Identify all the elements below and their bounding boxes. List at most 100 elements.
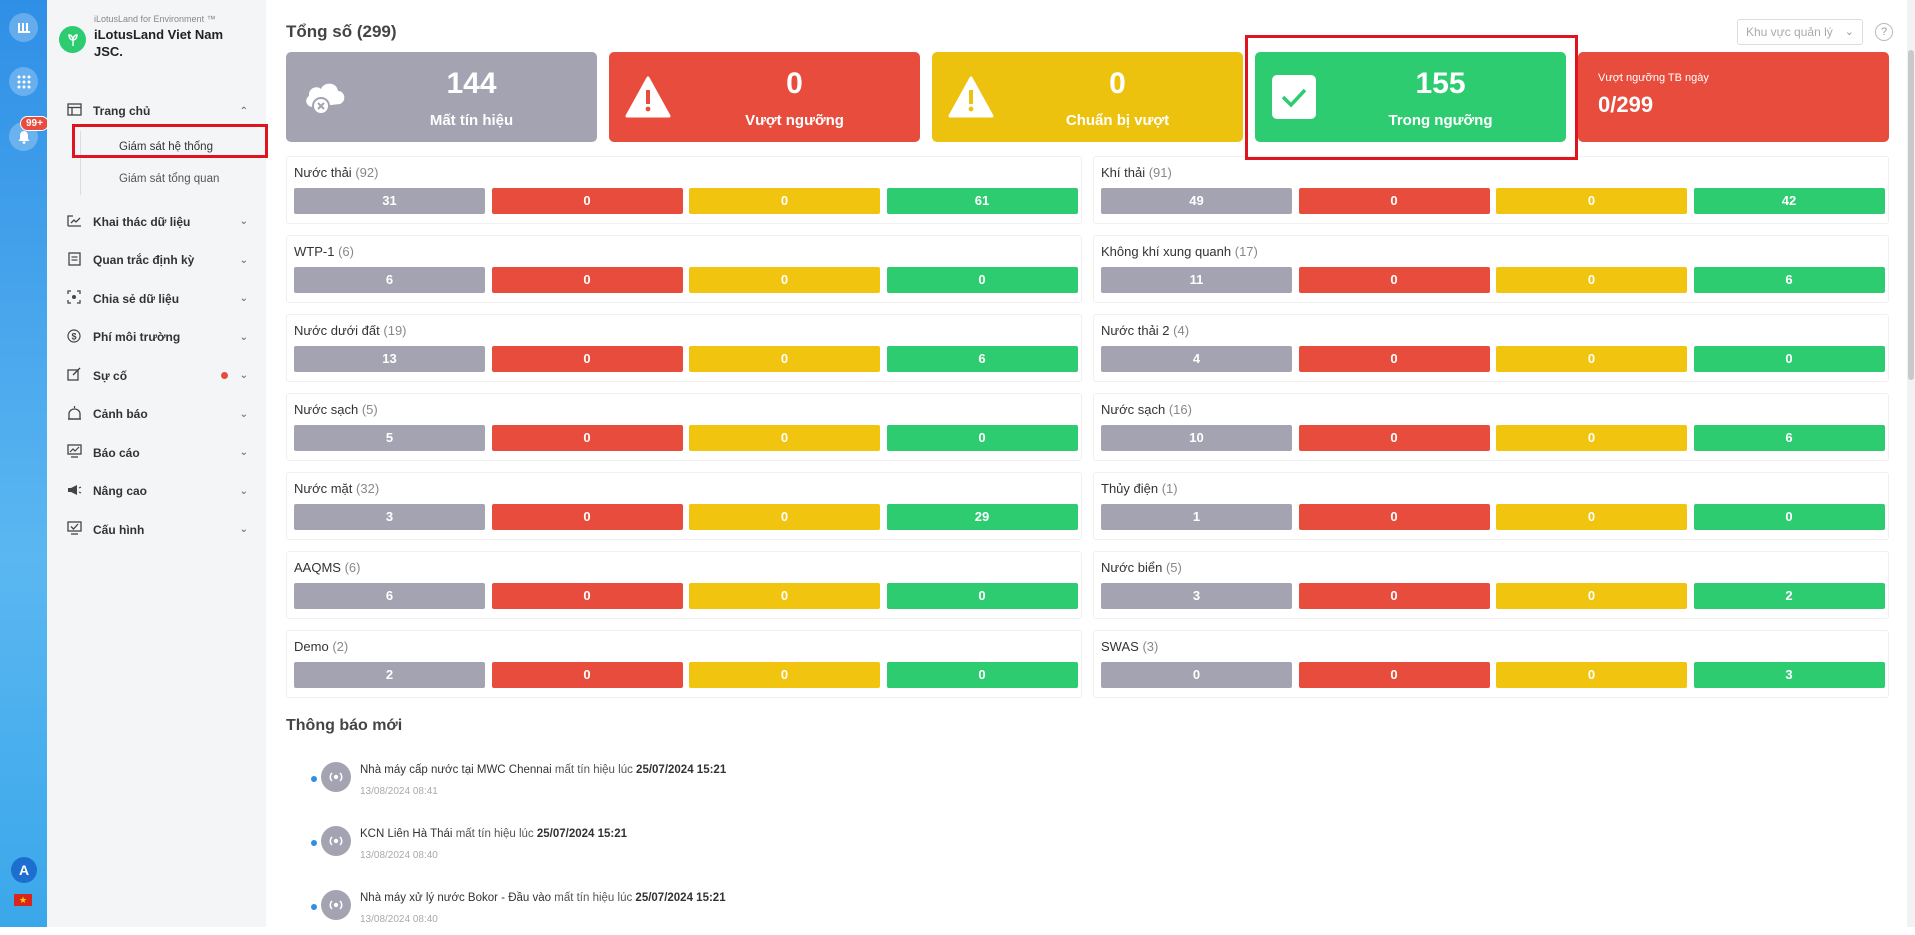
group-bar-lost[interactable]: 10	[1101, 425, 1292, 451]
sidebar-subitem-overview-monitor[interactable]: Giám sát tổng quan	[119, 172, 220, 185]
notification-item[interactable]: Nhà máy xử lý nước Bokor - Đầu vào mất t…	[311, 885, 1111, 935]
group-bar-lost[interactable]: 13	[294, 346, 485, 372]
group-bar-prepare[interactable]: 0	[689, 662, 880, 688]
group-bar-exceed[interactable]: 0	[1298, 346, 1490, 372]
card-within-threshold[interactable]: 155 Trong ngưỡng	[1255, 52, 1566, 142]
group-bar-lost[interactable]: 2	[294, 662, 485, 688]
group-bar-prepare[interactable]: 0	[1496, 188, 1687, 214]
group-bar-prepare[interactable]: 0	[689, 267, 880, 293]
group-panel[interactable]: Nước dưới đất (19) 13 0 0 6	[286, 314, 1082, 382]
group-bar-lost[interactable]: 31	[294, 188, 485, 214]
group-bar-exceed[interactable]: 0	[491, 662, 683, 688]
group-title: AAQMS (6)	[294, 560, 360, 575]
group-bar-good[interactable]: 3	[1693, 662, 1885, 688]
group-bar-exceed[interactable]: 0	[1298, 504, 1490, 530]
group-bar-prepare[interactable]: 0	[689, 188, 880, 214]
group-panel[interactable]: AAQMS (6) 6 0 0 0	[286, 551, 1082, 619]
scrollbar[interactable]	[1907, 0, 1915, 927]
group-bar-exceed[interactable]: 0	[491, 267, 683, 293]
group-bar-good[interactable]: 6	[886, 346, 1078, 372]
card-exceed[interactable]: 0 Vượt ngưỡng	[609, 52, 920, 142]
group-bar-lost[interactable]: 49	[1101, 188, 1292, 214]
group-panel[interactable]: Nước sạch (16) 10 0 0 6	[1093, 393, 1889, 461]
sidebar-item-data-sharing[interactable]: Chia sẻ dữ liệu ⌄	[47, 280, 266, 319]
group-bar-prepare[interactable]: 0	[689, 583, 880, 609]
group-panel[interactable]: SWAS (3) 0 0 0 3	[1093, 630, 1889, 698]
region-select[interactable]: Khu vực quản lý ⌄	[1737, 19, 1863, 45]
group-bar-prepare[interactable]: 0	[1496, 267, 1687, 293]
group-bar-prepare[interactable]: 0	[689, 346, 880, 372]
sidebar-item-report[interactable]: Báo cáo ⌄	[47, 434, 266, 473]
group-bar-exceed[interactable]: 0	[1298, 662, 1490, 688]
group-bar-exceed[interactable]: 0	[491, 188, 683, 214]
group-bar-good[interactable]: 0	[886, 662, 1078, 688]
group-bar-good[interactable]: 42	[1693, 188, 1885, 214]
sidebar-item-alarm[interactable]: Cảnh báo ⌄	[47, 395, 266, 434]
group-bar-good[interactable]: 0	[1693, 504, 1885, 530]
group-bar-lost[interactable]: 1	[1101, 504, 1292, 530]
group-bar-exceed[interactable]: 0	[1298, 188, 1490, 214]
notification-item[interactable]: KCN Liên Hà Thái mất tín hiệu lúc 25/07/…	[311, 821, 1111, 871]
group-bar-prepare[interactable]: 0	[689, 425, 880, 451]
group-bar-good[interactable]: 6	[1693, 267, 1885, 293]
group-bar-good[interactable]: 0	[886, 425, 1078, 451]
group-bar-prepare[interactable]: 0	[689, 504, 880, 530]
sidebar-item-config[interactable]: Cấu hình ⌄	[47, 511, 266, 550]
group-bar-lost[interactable]: 0	[1101, 662, 1292, 688]
group-panel[interactable]: WTP-1 (6) 6 0 0 0	[286, 235, 1082, 303]
group-bar-prepare[interactable]: 0	[1496, 583, 1687, 609]
scrollbar-thumb[interactable]	[1908, 50, 1914, 380]
group-bar-good[interactable]: 0	[1693, 346, 1885, 372]
group-bar-lost[interactable]: 6	[294, 583, 485, 609]
group-bar-lost[interactable]: 3	[294, 504, 485, 530]
group-bar-prepare[interactable]: 0	[1496, 504, 1687, 530]
group-bar-good[interactable]: 29	[886, 504, 1078, 530]
group-panel[interactable]: Nước thải 2 (4) 4 0 0 0	[1093, 314, 1889, 382]
group-panel[interactable]: Nước biển (5) 3 0 0 2	[1093, 551, 1889, 619]
group-bar-lost[interactable]: 6	[294, 267, 485, 293]
group-bar-good[interactable]: 6	[1693, 425, 1885, 451]
group-panel[interactable]: Không khí xung quanh (17) 11 0 0 6	[1093, 235, 1889, 303]
group-bar-exceed[interactable]: 0	[1298, 267, 1490, 293]
group-bar-prepare[interactable]: 0	[1496, 425, 1687, 451]
card-prepare-exceed[interactable]: 0 Chuẩn bị vượt	[932, 52, 1243, 142]
avatar[interactable]: A	[11, 857, 37, 883]
sidebar-item-home[interactable]: Trang chủ ⌃	[47, 92, 266, 131]
group-bar-good[interactable]: 61	[886, 188, 1078, 214]
group-panel[interactable]: Thủy điện (1) 1 0 0 0	[1093, 472, 1889, 540]
group-bar-exceed[interactable]: 0	[491, 583, 683, 609]
language-flag-icon[interactable]: ★	[14, 894, 32, 906]
group-bar-lost[interactable]: 5	[294, 425, 485, 451]
group-bar-exceed[interactable]: 0	[491, 425, 683, 451]
group-bar-good[interactable]: 0	[886, 583, 1078, 609]
group-bar-prepare[interactable]: 0	[1496, 346, 1687, 372]
group-panel[interactable]: Nước sạch (5) 5 0 0 0	[286, 393, 1082, 461]
group-bar-exceed[interactable]: 0	[491, 346, 683, 372]
group-bar-prepare[interactable]: 0	[1496, 662, 1687, 688]
group-bar-lost[interactable]: 4	[1101, 346, 1292, 372]
group-panel[interactable]: Khí thải (91) 49 0 0 42	[1093, 156, 1889, 224]
group-bar-exceed[interactable]: 0	[1298, 583, 1490, 609]
app-logo-icon[interactable]	[9, 13, 38, 42]
help-icon[interactable]: ?	[1875, 23, 1893, 41]
group-bar-exceed[interactable]: 0	[491, 504, 683, 530]
sidebar-item-advanced[interactable]: Nâng cao ⌄	[47, 472, 266, 511]
card-lost-signal[interactable]: 144 Mất tín hiệu	[286, 52, 597, 142]
group-panel[interactable]: Nước thải (92) 31 0 0 61	[286, 156, 1082, 224]
sidebar-item-incident[interactable]: Sự cố ⌄	[47, 357, 266, 396]
group-panel[interactable]: Demo (2) 2 0 0 0	[286, 630, 1082, 698]
sidebar-subitem-system-monitor[interactable]: Giám sát hệ thống	[119, 140, 213, 153]
group-panel[interactable]: Nước mặt (32) 3 0 0 29	[286, 472, 1082, 540]
group-bar-lost[interactable]: 11	[1101, 267, 1292, 293]
notification-item[interactable]: Nhà máy cấp nước tại MWC Chennai mất tín…	[311, 757, 1111, 807]
sidebar-item-periodic-monitoring[interactable]: Quan trắc định kỳ ⌄	[47, 241, 266, 280]
group-bar-lost[interactable]: 3	[1101, 583, 1292, 609]
grid-icon[interactable]	[9, 67, 38, 96]
group-bar-good[interactable]: 0	[886, 267, 1078, 293]
sidebar-item-data-mining[interactable]: Khai thác dữ liệu ⌄	[47, 203, 266, 242]
group-bar-good[interactable]: 2	[1693, 583, 1885, 609]
sidebar-item-env-fee[interactable]: $ Phí môi trường ⌄	[47, 318, 266, 357]
group-bar-exceed[interactable]: 0	[1298, 425, 1490, 451]
card-daily-avg-exceed[interactable]: Vượt ngưỡng TB ngày 0/299	[1578, 52, 1889, 142]
brand[interactable]: iLotusLand for Environment ™ iLotusLand …	[59, 14, 244, 60]
